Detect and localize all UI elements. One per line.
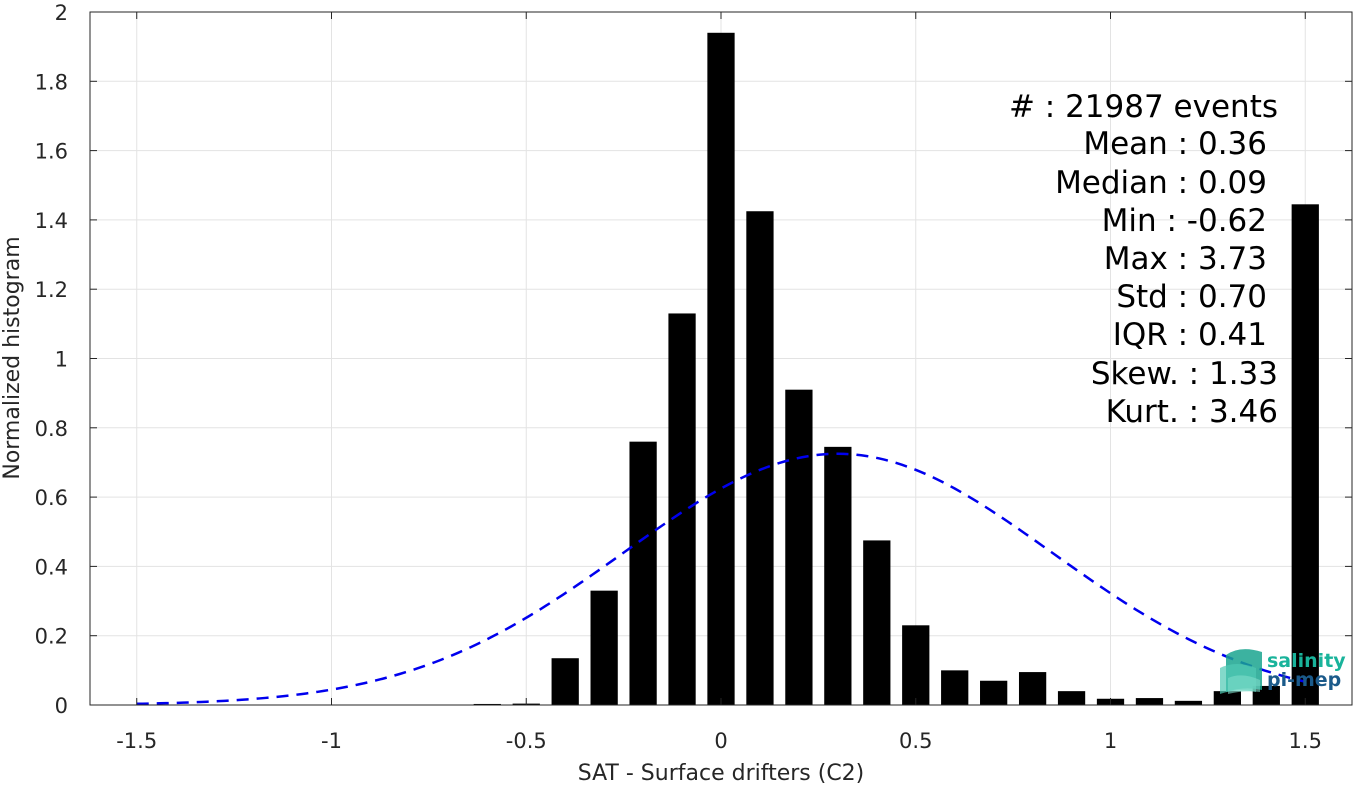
histogram-bar <box>902 625 930 705</box>
histogram-bar <box>863 540 891 705</box>
y-tick-label: 0 <box>55 694 68 718</box>
stat-max: Max : 3.73 <box>1104 241 1267 277</box>
x-tick-label: 1.5 <box>1289 729 1322 753</box>
x-tick-label: 1 <box>1104 729 1117 753</box>
histogram-bar <box>590 590 618 705</box>
x-tick-label: -1.5 <box>116 729 157 753</box>
histogram-bar <box>1018 672 1047 705</box>
salinity-pimep-logo: salinity pi-mep <box>1220 649 1346 694</box>
x-axis-ticks: -1.5 -1 -0.5 0 0.5 1 1.5 <box>116 12 1322 753</box>
logo-text-salinity: salinity <box>1267 650 1346 672</box>
x-axis-label: SAT - Surface drifters (C2) <box>578 761 865 785</box>
histogram-bar <box>1174 700 1203 705</box>
y-tick-label: 1.8 <box>35 70 68 94</box>
histogram-bar <box>473 703 501 705</box>
y-tick-label: 0.2 <box>35 625 68 649</box>
histogram-bar <box>785 389 813 705</box>
stat-median: Median : 0.09 <box>1055 165 1267 201</box>
histogram-bar <box>707 32 735 706</box>
y-tick-label: 0.6 <box>35 486 68 510</box>
logo-wave-icon <box>1220 649 1262 694</box>
histogram-bar <box>629 441 657 705</box>
histogram-bar <box>746 211 774 706</box>
histogram-bar <box>1291 204 1319 705</box>
histogram-bar <box>1135 698 1164 705</box>
y-tick-label: 0.8 <box>35 417 68 441</box>
y-axis-label: Normalized histogram <box>0 236 25 479</box>
histogram-bar <box>941 670 969 705</box>
histogram-bar <box>1057 691 1086 705</box>
stat-count: # : 21987 events <box>1009 89 1278 125</box>
y-tick-label: 1.2 <box>35 278 68 302</box>
histogram-bar <box>824 446 852 705</box>
histogram-bars <box>473 32 1319 706</box>
y-tick-label: 1.6 <box>35 140 68 164</box>
x-tick-label: 0.5 <box>899 729 932 753</box>
y-tick-label: 0.4 <box>35 555 68 579</box>
stat-min: Min : -0.62 <box>1102 203 1267 239</box>
x-tick-label: 0 <box>714 729 727 753</box>
stat-iqr: IQR : 0.41 <box>1113 317 1267 353</box>
y-axis-ticks: 0 0.2 0.4 0.6 0.8 1 1.2 1.4 1.6 1.8 2 <box>35 1 1352 718</box>
stat-kurtosis: Kurt. : 3.46 <box>1106 394 1278 430</box>
histogram-bar <box>980 680 1008 705</box>
logo-text-pimep: pi-mep <box>1267 669 1341 691</box>
y-tick-label: 2 <box>55 1 68 25</box>
stat-mean: Mean : 0.36 <box>1083 126 1267 162</box>
stat-std: Std : 0.70 <box>1116 279 1267 315</box>
x-tick-label: -0.5 <box>506 729 547 753</box>
histogram-bar <box>1213 691 1241 705</box>
histogram-bar <box>668 313 696 705</box>
y-tick-label: 1 <box>55 348 68 372</box>
x-tick-label: -1 <box>321 729 342 753</box>
y-tick-label: 1.4 <box>35 209 68 233</box>
stat-skewness: Skew. : 1.33 <box>1091 356 1278 392</box>
stats-annotation: # : 21987 events Mean : 0.36 Median : 0.… <box>1009 89 1278 430</box>
histogram-bar <box>551 658 579 705</box>
